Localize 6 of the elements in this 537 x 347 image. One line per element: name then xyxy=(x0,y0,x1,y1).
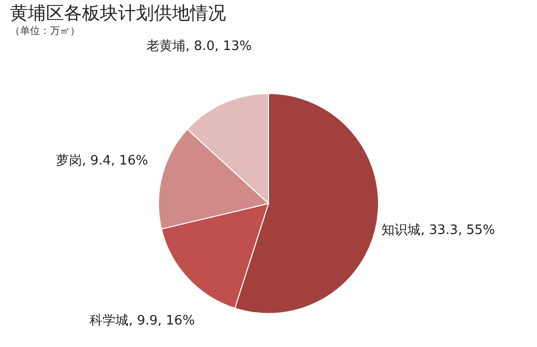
slice-label: 老黄埔, 8.0, 13% xyxy=(146,39,252,54)
slice-label: 科学城, 9.9, 16% xyxy=(90,313,195,328)
chart-subtitle: （单位：万㎡） xyxy=(10,25,80,38)
slice-label: 知识城, 33.3, 55% xyxy=(382,223,496,238)
chart-title: 黄埔区各板块计划供地情况 xyxy=(10,3,226,24)
slice-label: 萝岗, 9.4, 16% xyxy=(56,153,148,168)
